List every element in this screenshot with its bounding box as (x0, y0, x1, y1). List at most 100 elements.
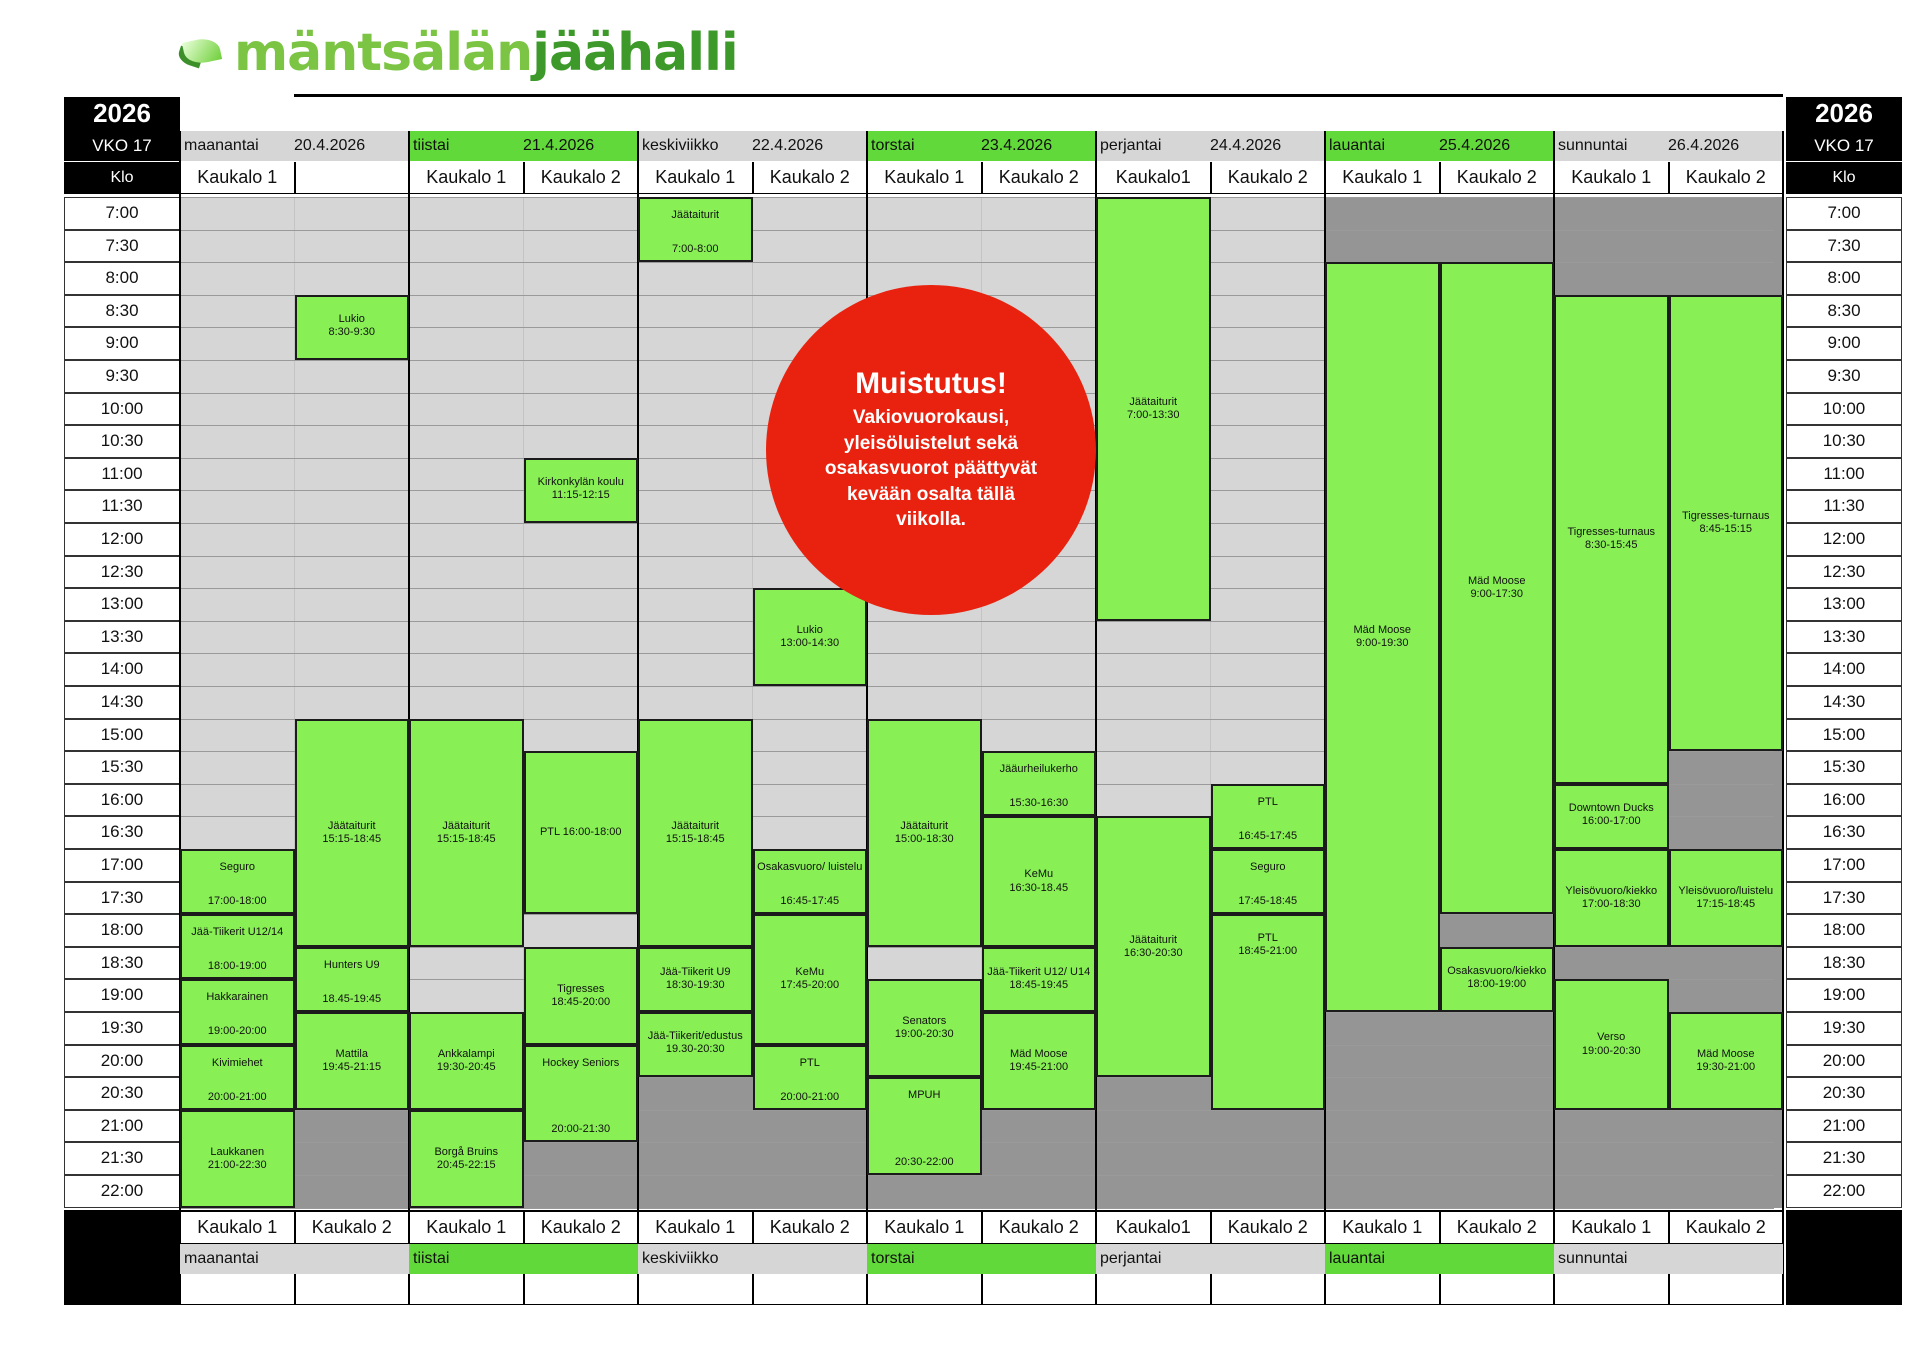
event-block[interactable]: Lukio 13:00-14:30 (752, 588, 867, 686)
event-block[interactable]: PTL 16:45-17:45 (1210, 783, 1325, 849)
event-title: Yleisövuoro/kiekko (1565, 884, 1658, 897)
event-title: KeMu (1024, 868, 1054, 881)
event-block[interactable]: Jäätaiturit 15:15-18:45 (294, 718, 409, 947)
court-label: Kaukalo 2 (1227, 1216, 1308, 1237)
event-time: 19:00-20:00 (207, 1025, 267, 1038)
event-block[interactable]: Laukkanen 21:00-22:30 (180, 1109, 295, 1208)
event-block[interactable]: Mäd Moose 9:00-17:30 (1439, 262, 1554, 915)
time-text: 7:30 (105, 235, 139, 255)
row-line (180, 229, 1774, 231)
time-label-right: 12:00 (1786, 523, 1902, 556)
event-title: Verso (1597, 1031, 1626, 1044)
time-label-right: 20:00 (1786, 1044, 1902, 1078)
event-block[interactable]: Mäd Moose 19:30-21:00 (1668, 1012, 1783, 1110)
time-label-right: 17:00 (1786, 849, 1902, 882)
event-time: 20:00-21:30 (551, 1123, 611, 1136)
event-title: Jäätaiturit (671, 819, 720, 832)
event-block[interactable]: PTL 16:00-18:00 (523, 751, 638, 915)
time-text: 22:00 (1822, 1181, 1866, 1201)
event-block[interactable]: Kirkonkylän koulu 11:15-12:15 (523, 457, 638, 523)
event-block[interactable]: Jäätaiturit 7:00-13:30 (1096, 197, 1211, 621)
reminder-badge: Muistutus! Vakiovuorokausi, yleisöluiste… (766, 285, 1096, 615)
time-text: 10:30 (100, 431, 144, 451)
event-block[interactable]: Jää-Tiikerit U12/ U14 18:45-19:45 (981, 946, 1096, 1012)
day-separator (1095, 131, 1097, 1305)
time-text: 17:30 (100, 887, 144, 907)
event-title: Jää-Tiikerit U9 (660, 966, 731, 979)
event-time: 13:00-14:30 (780, 637, 840, 650)
event-block[interactable]: Jäätaiturit 15:15-18:45 (638, 718, 753, 947)
event-block[interactable]: Mäd Moose 19:45-21:00 (981, 1012, 1096, 1110)
event-block[interactable]: MPUH 20:30-22:00 (867, 1077, 982, 1175)
court-header-bottom: Kaukalo 2 (523, 1210, 638, 1244)
event-block[interactable]: Jää-Tiikerit U12/14 18:00-19:00 (180, 914, 295, 980)
court-label: Kaukalo 1 (197, 166, 278, 187)
court-header-bottom: Kaukalo 1 (638, 1210, 753, 1244)
time-label-right: 17:30 (1786, 881, 1902, 915)
event-block[interactable]: PTL 20:00-21:00 (752, 1044, 867, 1110)
event-block[interactable]: PTL 18:45-21:00 (1210, 914, 1325, 1110)
event-block[interactable]: Jääurheilukerho 15:30-16:30 (981, 751, 1096, 817)
event-block[interactable]: Tigresses 18:45-20:00 (523, 946, 638, 1045)
court-label: Kaukalo 2 (1456, 1216, 1537, 1237)
event-title: Lukio (338, 312, 365, 325)
event-block[interactable]: Senators 19:00-20:30 (867, 979, 982, 1078)
court-label: Kaukalo 1 (655, 166, 736, 187)
event-time: 9:00-19:30 (1355, 637, 1409, 650)
event-block[interactable]: Osakasvuoro/kiekko 18:00-19:00 (1439, 946, 1554, 1012)
event-block[interactable]: Tigresses-turnaus 8:45-15:15 (1668, 294, 1783, 752)
event-block[interactable]: Hockey Seniors 20:00-21:30 (523, 1044, 638, 1143)
week-label: VKO 17 (1814, 135, 1874, 155)
footer-blank-cell (523, 1274, 638, 1305)
event-block[interactable]: Kivimiehet 20:00-21:00 (180, 1044, 295, 1110)
time-label-right: 10:30 (1786, 425, 1902, 458)
time-label-right: 15:30 (1786, 751, 1902, 784)
time-text: 14:30 (100, 692, 144, 712)
event-block[interactable]: Osakasvuoro/ luistelu 16:45-17:45 (752, 849, 867, 915)
day-separator (637, 131, 639, 1305)
time-label-left: 17:00 (64, 849, 180, 882)
event-time: 17:15-18:45 (1696, 897, 1756, 910)
event-block[interactable]: Seguro 17:00-18:00 (180, 849, 295, 915)
event-block[interactable]: Lukio 8:30-9:30 (294, 294, 409, 360)
event-block[interactable]: Borgå Bruins 20:45-22:15 (409, 1109, 524, 1208)
row-line (180, 262, 1774, 264)
event-title: Jääurheilukerho (999, 763, 1078, 776)
event-block[interactable]: Yleisövuoro/luistelu 17:15-18:45 (1668, 849, 1783, 947)
event-block[interactable]: KeMu 17:45-20:00 (752, 914, 867, 1045)
court-label: Kaukalo1 (1115, 166, 1191, 187)
event-block[interactable]: Yleisövuoro/kiekko 17:00-18:30 (1554, 849, 1669, 947)
event-block[interactable]: Hunters U9 18.45-19:45 (294, 946, 409, 1012)
event-title: Jäätaiturit (1129, 933, 1178, 946)
day-date: 22.4.2026 (752, 137, 824, 155)
time-label-right: 14:30 (1786, 686, 1902, 719)
event-block[interactable]: Jäätaiturit 15:15-18:45 (409, 718, 524, 947)
event-block[interactable]: Jäätaiturit 16:30-20:30 (1096, 816, 1211, 1078)
event-title: Kirkonkylän koulu (537, 475, 624, 488)
footer-blank-cell (180, 1274, 295, 1305)
event-time: 8:30-9:30 (328, 325, 375, 338)
event-block[interactable]: Mäd Moose 9:00-19:30 (1325, 262, 1440, 1012)
event-block[interactable]: Jäätaiturit 15:00-18:30 (867, 718, 982, 947)
left-klo: Klo (64, 162, 180, 194)
time-text: 9:30 (1827, 366, 1861, 386)
event-block[interactable]: Jää-Tiikerit U9 18:30-19:30 (638, 946, 753, 1012)
event-block[interactable]: Ankkalampi 19:30-20:45 (409, 1012, 524, 1110)
left-year: 2026 (64, 97, 180, 131)
event-block[interactable]: Jäätaiturit 7:00-8:00 (638, 197, 753, 263)
event-block[interactable]: Jää-Tiikerit/edustus 19.30-20:30 (638, 1012, 753, 1078)
event-block[interactable]: Verso 19:00-20:30 (1554, 979, 1669, 1110)
event-block[interactable]: Mattila 19:45-21:15 (294, 1012, 409, 1110)
time-text: 22:00 (100, 1181, 144, 1201)
time-label-right: 11:30 (1786, 490, 1902, 523)
day-name: lauantai (1329, 137, 1386, 155)
event-block[interactable]: KeMu 16:30-18.45 (981, 816, 1096, 947)
event-time: 16:00-17:00 (1581, 814, 1641, 827)
event-time: 20:45-22:15 (436, 1158, 496, 1171)
event-block[interactable]: Downtown Ducks 16:00-17:00 (1554, 783, 1669, 849)
event-block[interactable]: Hakkarainen 19:00-20:00 (180, 979, 295, 1045)
unavailable-slot (1668, 751, 1783, 849)
event-block[interactable]: Seguro 17:45-18:45 (1210, 849, 1325, 915)
event-time: 15:30-16:30 (1009, 797, 1069, 810)
event-block[interactable]: Tigresses-turnaus 8:30-15:45 (1554, 294, 1669, 784)
